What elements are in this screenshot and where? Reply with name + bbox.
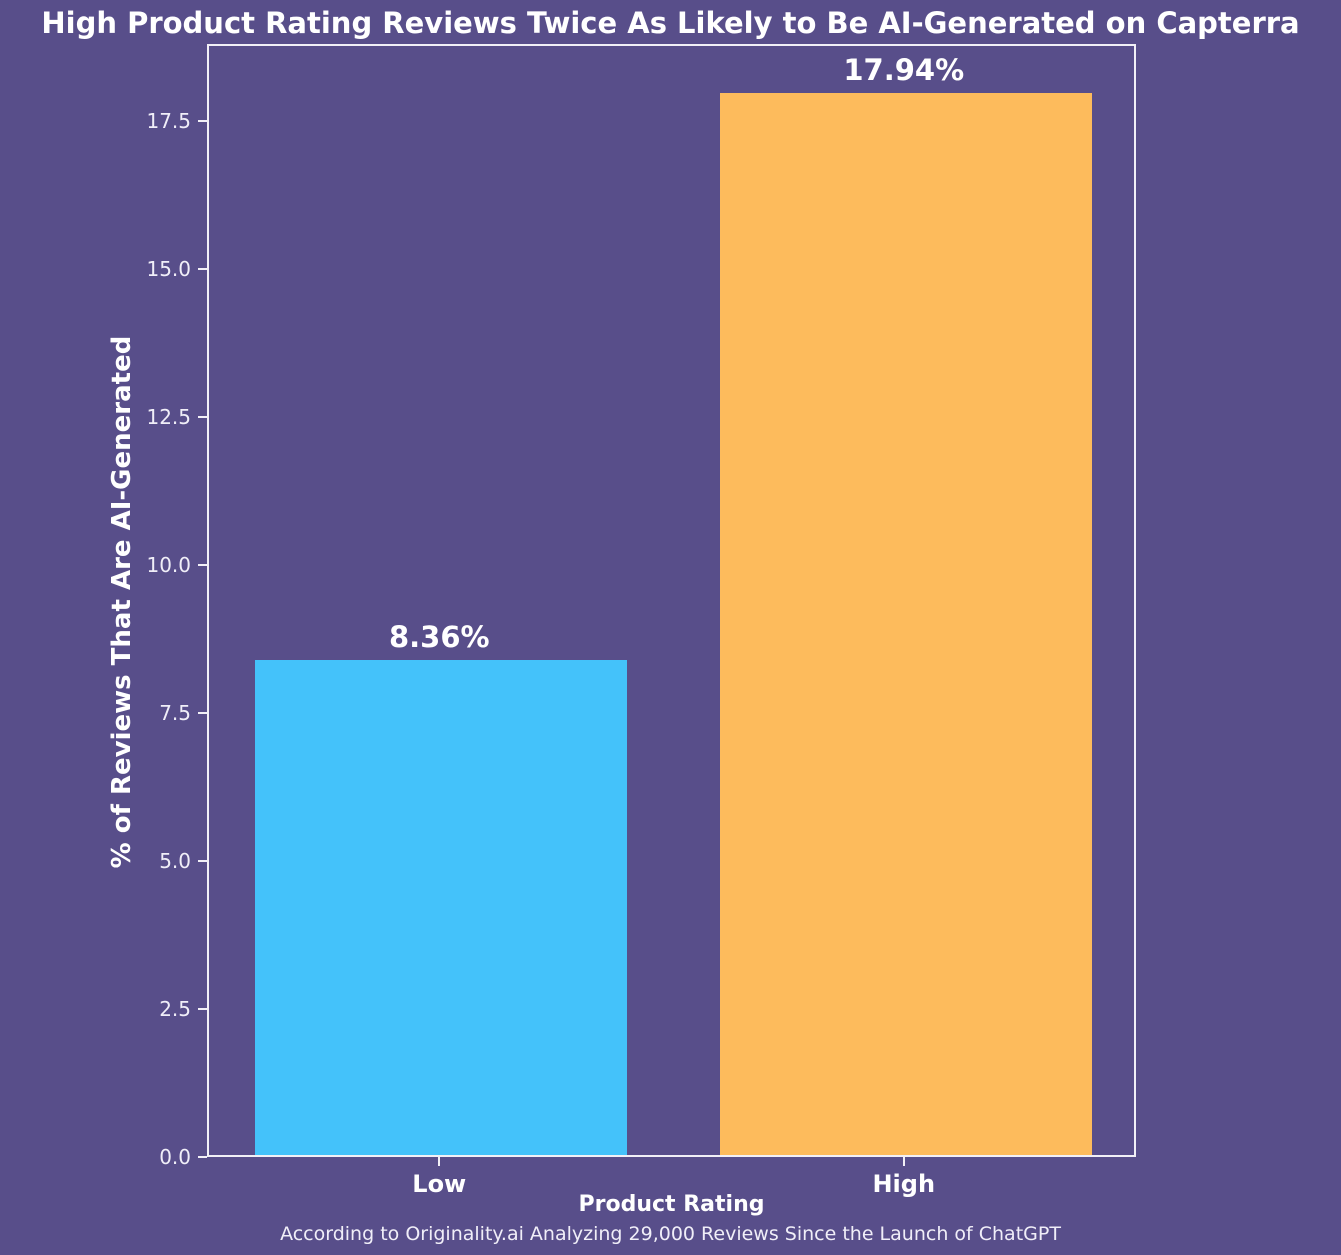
y-tick-label: 5.0 bbox=[159, 848, 191, 873]
y-tick-label: 2.5 bbox=[159, 996, 191, 1021]
x-axis-label: Product Rating bbox=[578, 1192, 765, 1217]
y-tick-mark bbox=[198, 267, 207, 270]
x-tick-mark bbox=[438, 1157, 441, 1166]
y-tick-label: 10.0 bbox=[146, 552, 191, 577]
x-tick-label-low: Low bbox=[412, 1170, 467, 1198]
y-tick-label: 12.5 bbox=[146, 404, 191, 429]
x-tick-label-high: High bbox=[872, 1170, 936, 1198]
y-tick-label: 17.5 bbox=[146, 108, 191, 133]
x-tick-mark bbox=[902, 1157, 905, 1166]
bar-low bbox=[255, 660, 628, 1155]
chart-title: High Product Rating Reviews Twice As Lik… bbox=[41, 6, 1300, 40]
y-tick-mark bbox=[198, 563, 207, 566]
y-tick-mark bbox=[198, 859, 207, 862]
y-tick-mark bbox=[198, 119, 207, 122]
y-axis-label: % of Reviews That Are AI-Generated bbox=[107, 335, 137, 869]
y-tick-label: 0.0 bbox=[159, 1145, 191, 1169]
bar-value-label: 8.36% bbox=[388, 620, 490, 655]
y-tick-mark bbox=[198, 711, 207, 714]
y-tick-mark bbox=[198, 415, 207, 418]
bar-high bbox=[719, 92, 1092, 1155]
y-tick-label: 15.0 bbox=[146, 256, 191, 281]
bar-value-label: 17.94% bbox=[843, 52, 965, 87]
source-caption: According to Originality.ai Analyzing 29… bbox=[280, 1223, 1061, 1245]
y-tick-mark bbox=[198, 1156, 207, 1158]
plot-area bbox=[207, 44, 1136, 1157]
y-tick-label: 7.5 bbox=[159, 700, 191, 725]
y-tick-mark bbox=[198, 1007, 207, 1010]
